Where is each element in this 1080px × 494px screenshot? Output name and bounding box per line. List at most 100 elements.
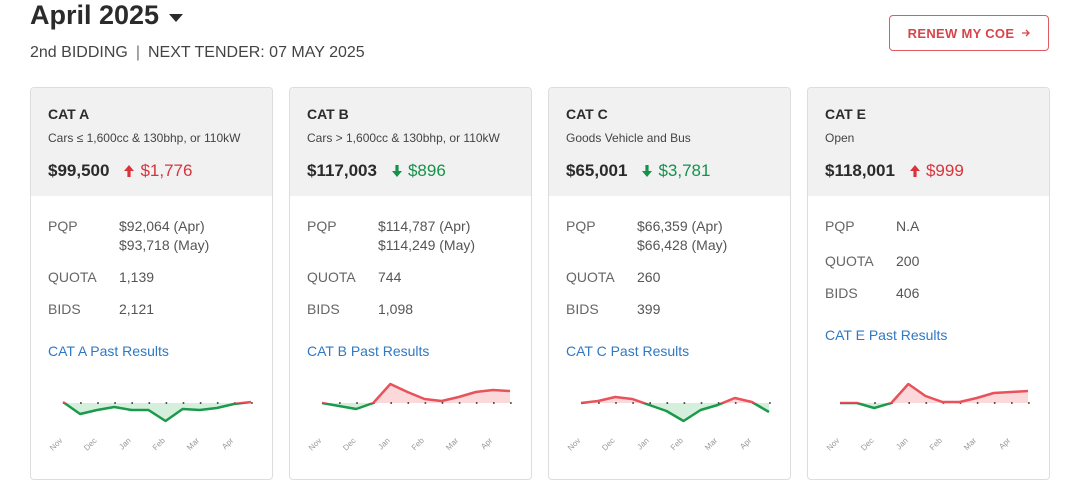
renew-button[interactable]: RENEW MY COE bbox=[889, 15, 1049, 51]
change-value: $3,781 bbox=[658, 161, 711, 180]
sparkline: Nov Dec Jan Feb Mar Apr bbox=[566, 395, 771, 453]
premium: $65,001 bbox=[566, 161, 628, 180]
bids-label: BIDS bbox=[566, 301, 599, 317]
x-tick-label: Apr bbox=[738, 436, 753, 451]
x-tick-label: Nov bbox=[307, 436, 323, 452]
category-name: CAT C bbox=[566, 106, 608, 122]
bids-value: 399 bbox=[637, 301, 661, 317]
bids-value: 2,121 bbox=[119, 301, 155, 317]
bids-row: BIDS 399 bbox=[566, 301, 773, 317]
pqp-row: PQP $114,787 (Apr) $114,249 (May) bbox=[307, 218, 514, 253]
tender: NEXT TENDER: 07 MAY 2025 bbox=[147, 44, 365, 61]
x-tick-label: Dec bbox=[82, 436, 98, 452]
category-name: CAT B bbox=[307, 106, 349, 122]
change-arrow bbox=[642, 165, 653, 177]
pqp-row: PQP N.A bbox=[825, 218, 1032, 234]
x-tick-label: Feb bbox=[410, 436, 427, 453]
x-tick-label: Apr bbox=[997, 436, 1012, 451]
pqp-value: $114,787 (Apr) bbox=[378, 218, 471, 234]
x-tick-label: Jan bbox=[376, 436, 391, 451]
x-tick-label: Mar bbox=[703, 436, 719, 452]
change-value: $1,776 bbox=[140, 161, 193, 180]
x-tick-label: Jan bbox=[635, 436, 650, 451]
pqp-values: N.A bbox=[896, 218, 919, 234]
pqp-values: $66,359 (Apr) $66,428 (May) bbox=[637, 218, 727, 253]
arrow-shape bbox=[124, 165, 135, 177]
premium: $99,500 bbox=[48, 161, 110, 180]
sparkline-line bbox=[580, 395, 757, 403]
change: $3,781 bbox=[641, 161, 710, 181]
change-value: $896 bbox=[407, 161, 446, 180]
sparkline: Nov Dec Jan Feb Mar Apr bbox=[48, 400, 253, 453]
pqp-label: PQP bbox=[307, 218, 337, 234]
change-arrow bbox=[391, 165, 402, 177]
quota-label: QUOTA bbox=[566, 269, 615, 285]
sparkline-line bbox=[321, 403, 375, 411]
title: April 2025 bbox=[30, 0, 160, 30]
x-tick-label: Dec bbox=[600, 436, 616, 452]
subtitle: 2nd BIDDING | NEXT TENDER: 07 MAY 2025 bbox=[30, 44, 365, 62]
x-tick-label: Dec bbox=[859, 436, 875, 452]
pqp-values: $114,787 (Apr) $114,249 (May) bbox=[378, 218, 475, 253]
change: $999 bbox=[909, 161, 964, 181]
x-tick-label: Feb bbox=[669, 436, 686, 453]
month-selector[interactable]: April 2025 bbox=[30, 0, 184, 31]
sparkline-area bbox=[581, 403, 769, 421]
card-body: PQP $66,359 (Apr) $66,428 (May) QUOTA 260 BID… bbox=[549, 218, 790, 359]
bids-value: 406 bbox=[896, 285, 920, 301]
quota-row: QUOTA 1,139 bbox=[48, 269, 255, 285]
button-label: RENEW MY COE bbox=[907, 25, 1015, 41]
caret-icon bbox=[169, 13, 184, 22]
pqp-label: PQP bbox=[48, 218, 78, 234]
sparkline-area bbox=[322, 384, 510, 403]
sparkline-line bbox=[581, 403, 770, 423]
category-card: CAT E Open $118,001 $999 PQP N.A QUOTA 200 BIDS 4… bbox=[807, 87, 1050, 480]
quota-label: QUOTA bbox=[825, 253, 874, 269]
bids-label: BIDS bbox=[48, 301, 81, 317]
x-tick-label: Mar bbox=[185, 436, 201, 452]
premium: $117,003 bbox=[307, 161, 377, 180]
sparkline: Nov Dec Jan Feb Mar Apr bbox=[825, 382, 1030, 452]
category-description: Goods Vehicle and Bus bbox=[566, 131, 691, 145]
change-value: $999 bbox=[925, 161, 964, 180]
change: $1,776 bbox=[123, 161, 192, 181]
category-card: CAT A Cars ≤ 1,600cc & 130bhp, or 110kW $9… bbox=[30, 87, 273, 480]
x-tick-label: Mar bbox=[962, 436, 978, 452]
past-results-link[interactable]: CAT C Past Results bbox=[566, 343, 690, 359]
quota-value: 1,139 bbox=[119, 269, 155, 285]
x-tick-label: Feb bbox=[151, 436, 168, 453]
card-body: PQP N.A QUOTA 200 BIDS 406 CAT E Past Results bbox=[808, 218, 1049, 343]
pqp-values: $92,064 (Apr) $93,718 (May) bbox=[119, 218, 209, 253]
pqp-value: $92,064 (Apr) bbox=[119, 218, 205, 234]
bids-row: BIDS 2,121 bbox=[48, 301, 255, 317]
premium-row: $65,001 $3,781 bbox=[566, 161, 773, 181]
past-results-link[interactable]: CAT E Past Results bbox=[825, 327, 948, 343]
premium-row: $99,500 $1,776 bbox=[48, 161, 255, 181]
card-header: CAT B Cars > 1,600cc & 130bhp, or 110kW $1… bbox=[290, 88, 531, 196]
past-results-link[interactable]: CAT A Past Results bbox=[48, 343, 169, 359]
round: 2nd BIDDING bbox=[30, 44, 128, 61]
category-description: Cars ≤ 1,600cc & 130bhp, or 110kW bbox=[48, 131, 241, 145]
pqp-value: $66,359 (Apr) bbox=[637, 218, 723, 234]
pqp-value: $93,718 (May) bbox=[119, 237, 210, 253]
card-header: CAT A Cars ≤ 1,600cc & 130bhp, or 110kW $9… bbox=[31, 88, 272, 196]
change-arrow bbox=[909, 165, 920, 177]
x-tick-label: Jan bbox=[117, 436, 132, 451]
sparkline: Nov Dec Jan Feb Mar Apr bbox=[307, 382, 512, 453]
category-description: Open bbox=[825, 131, 855, 145]
bids-row: BIDS 1,098 bbox=[307, 301, 514, 317]
x-tick-label: Apr bbox=[479, 436, 494, 451]
card-body: PQP $92,064 (Apr) $93,718 (May) QUOTA 1,139 B… bbox=[31, 218, 272, 359]
quota-row: QUOTA 744 bbox=[307, 269, 514, 285]
change: $896 bbox=[391, 161, 446, 181]
x-tick-label: Jan bbox=[894, 436, 909, 451]
x-tick-label: Nov bbox=[566, 436, 582, 452]
category-name: CAT E bbox=[825, 106, 866, 122]
card-header: CAT E Open $118,001 $999 bbox=[808, 88, 1049, 196]
quota-row: QUOTA 200 bbox=[825, 253, 1032, 269]
quota-value: 260 bbox=[637, 269, 661, 285]
past-results-link[interactable]: CAT B Past Results bbox=[307, 343, 430, 359]
x-tick-label: Nov bbox=[48, 436, 64, 452]
sparkline-line bbox=[840, 382, 1029, 403]
